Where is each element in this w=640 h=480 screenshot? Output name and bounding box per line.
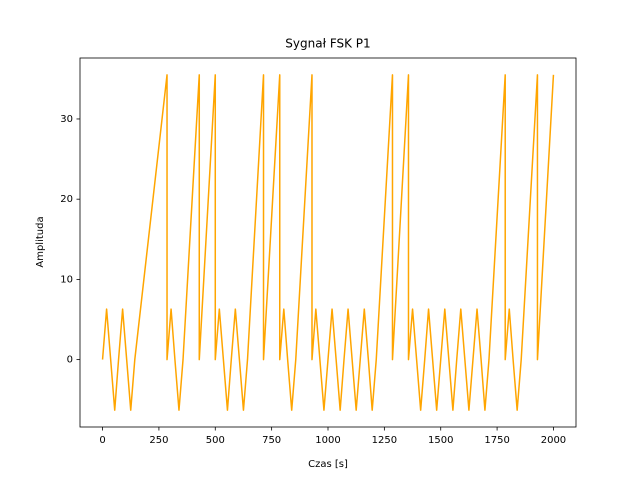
x-tick-label: 0 <box>99 435 105 446</box>
x-tick-label: 750 <box>262 435 281 446</box>
y-tick-label: 30 <box>60 114 73 125</box>
x-tick-label: 2000 <box>541 435 566 446</box>
x-axis-label: Czas [s] <box>308 459 348 470</box>
chart-title: Sygnał FSK P1 <box>285 37 370 51</box>
y-axis-label: Amplituda <box>35 216 46 267</box>
x-tick-label: 500 <box>206 435 225 446</box>
x-tick-label: 1250 <box>372 435 397 446</box>
y-tick-label: 10 <box>60 274 73 285</box>
y-tick-label: 0 <box>67 355 73 366</box>
signal-line <box>101 74 555 411</box>
x-tick-label: 250 <box>149 435 168 446</box>
y-tick-label: 20 <box>60 194 73 205</box>
x-tick-label: 1500 <box>428 435 453 446</box>
x-tick-label: 1000 <box>315 435 340 446</box>
plot-frame <box>79 57 577 428</box>
x-tick-label: 1750 <box>484 435 509 446</box>
